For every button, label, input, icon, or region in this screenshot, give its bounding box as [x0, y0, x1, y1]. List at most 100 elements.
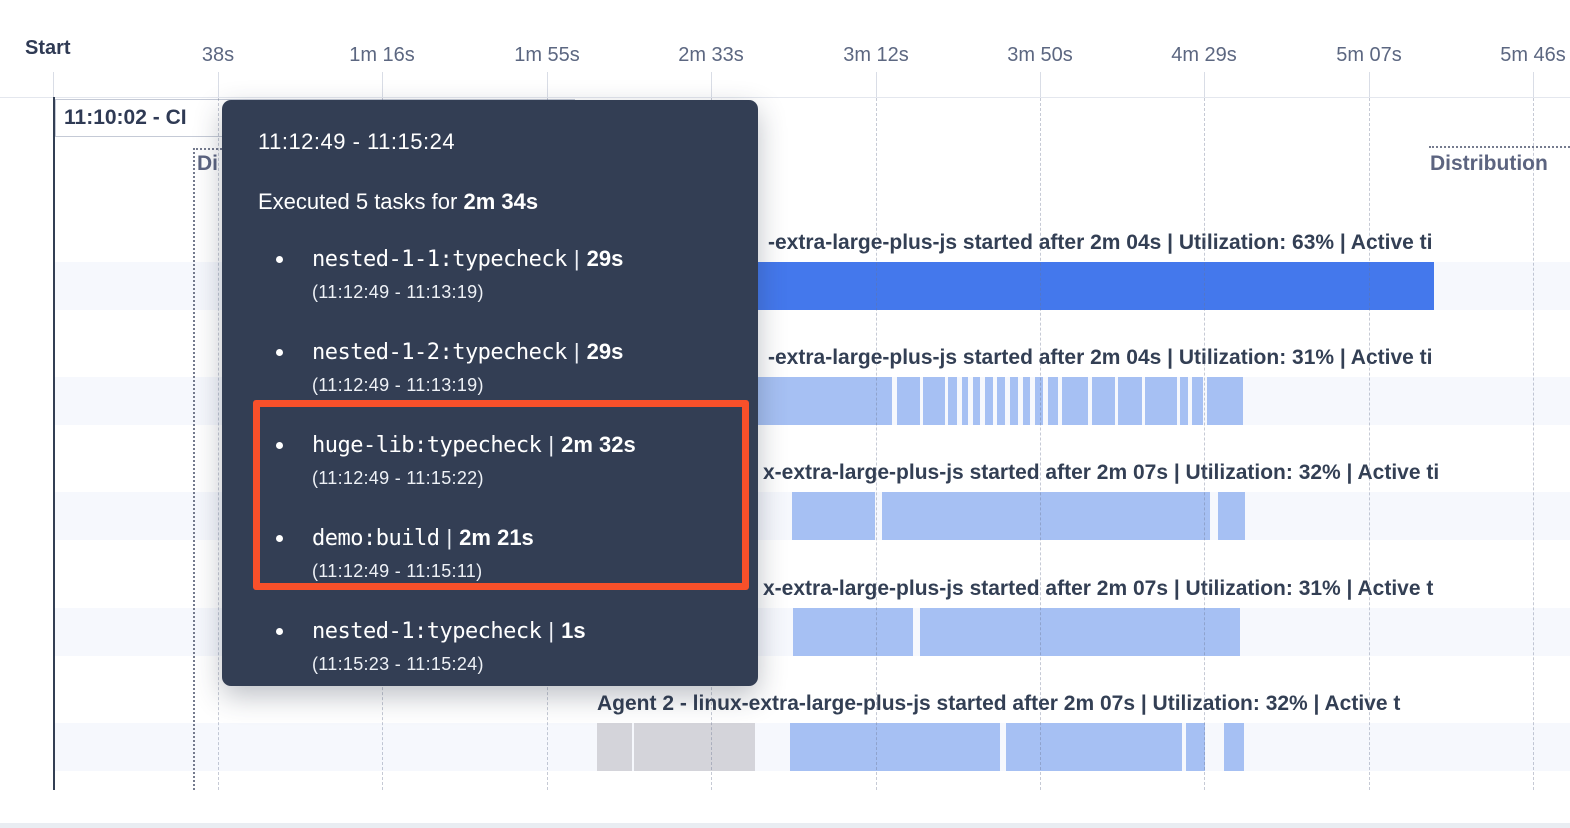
axis-tick [53, 72, 54, 97]
axis-tick-label: 2m 33s [678, 44, 744, 66]
tooltip-summary-duration: 2m 34s [463, 189, 539, 214]
task-name-line: demo:build | 2m 21s [312, 523, 734, 554]
task-name: nested-1-1:typecheck [312, 247, 567, 272]
axis-tick [382, 72, 383, 97]
gridline [218, 98, 219, 790]
axis-tick-label: 5m 46s [1500, 44, 1566, 66]
axis-tick-label: 5m 07s [1336, 44, 1402, 66]
task-bar-segment[interactable] [1224, 723, 1244, 771]
gridline [1369, 98, 1370, 790]
task-bar-segment[interactable] [962, 377, 968, 425]
tooltip-task-item: nested-1-2:typecheck | 29s (11:12:49 - 11:1… [258, 337, 734, 396]
axis-tick [711, 72, 712, 97]
task-bar-segment[interactable] [1048, 377, 1058, 425]
separator: | [573, 339, 580, 364]
task-bar-segment[interactable] [997, 377, 1005, 425]
task-time-range: (11:12:49 - 11:13:19) [312, 282, 484, 302]
build-start-line [53, 97, 55, 790]
task-bar-segment[interactable] [897, 377, 920, 425]
task-bar-segment[interactable] [1118, 377, 1142, 425]
agent-row-label: -extra-large-plus-js started after 2m 04… [768, 346, 1433, 369]
task-name: nested-1:typecheck [312, 619, 542, 644]
tooltip-task-item: demo:build | 2m 21s (11:12:49 - 11:15:11) [258, 523, 734, 582]
distribution-region-left-edge [193, 148, 195, 790]
distribution-region-top-edge-right [1429, 146, 1570, 148]
task-name-line: nested-1-1:typecheck | 29s [312, 244, 734, 275]
task-bar-segment[interactable] [792, 492, 875, 540]
task-bar-segment-queued[interactable] [634, 723, 755, 771]
task-time-range: (11:12:49 - 11:15:22) [312, 468, 484, 488]
task-duration: 29s [586, 339, 624, 364]
bullet-icon [276, 256, 283, 263]
separator: | [573, 246, 580, 271]
axis-tick-label: 3m 12s [843, 44, 909, 66]
separator: | [446, 525, 453, 550]
axis-tick-label: 4m 29s [1171, 44, 1237, 66]
axis-tick [1204, 72, 1205, 97]
task-name: demo:build [312, 526, 440, 551]
task-bar-segment-queued[interactable] [597, 723, 632, 771]
tooltip-task-item: nested-1-1:typecheck | 29s (11:12:49 - 11:1… [258, 244, 734, 303]
task-duration: 2m 32s [561, 432, 636, 457]
tooltip-task-list: nested-1-1:typecheck | 29s (11:12:49 - 11:1… [258, 244, 734, 675]
distribution-label-right: Distribution [1430, 152, 1548, 175]
task-bar-segment[interactable] [985, 377, 993, 425]
task-duration: 29s [586, 246, 624, 271]
task-name-line: huge-lib:typecheck | 2m 32s [312, 430, 734, 461]
tooltip-task-item: nested-1:typecheck | 1s (11:15:23 - 11:15:2… [258, 616, 734, 675]
task-bar-segment[interactable] [1145, 377, 1177, 425]
task-bar-segment[interactable] [973, 377, 980, 425]
task-tooltip: 11:12:49 - 11:15:24 Executed 5 tasks for… [222, 100, 758, 686]
axis-tick [1369, 72, 1370, 97]
task-time-range: (11:15:23 - 11:15:24) [312, 654, 484, 674]
task-bar-segment[interactable] [793, 608, 913, 656]
task-bar-segment[interactable] [1186, 723, 1205, 771]
axis-tick-label: 3m 50s [1007, 44, 1073, 66]
task-bar-segment[interactable] [1006, 723, 1182, 771]
task-bar-segment[interactable] [920, 608, 1240, 656]
agent-row-label: x-extra-large-plus-js started after 2m 0… [763, 461, 1440, 484]
task-bar-segment[interactable] [1023, 377, 1030, 425]
separator: | [548, 432, 555, 457]
bullet-icon [276, 628, 283, 635]
bullet-icon [276, 442, 283, 449]
task-bar-segment[interactable] [1010, 377, 1018, 425]
axis-tick [547, 72, 548, 97]
task-name-line: nested-1:typecheck | 1s [312, 616, 734, 647]
task-bar-segment[interactable] [1207, 377, 1243, 425]
tooltip-summary-text: Executed 5 tasks for [258, 189, 458, 214]
task-bar-segment[interactable] [1218, 492, 1245, 540]
task-name-line: nested-1-2:typecheck | 29s [312, 337, 734, 368]
task-duration: 1s [561, 618, 586, 643]
gridline [1533, 98, 1534, 790]
task-bar-segment[interactable] [923, 377, 945, 425]
task-bar-segment[interactable] [1062, 377, 1088, 425]
agent-row-label: x-extra-large-plus-js started after 2m 0… [763, 577, 1434, 600]
task-time-range: (11:12:49 - 11:15:11) [312, 561, 483, 581]
task-bar-segment[interactable] [948, 377, 957, 425]
task-bar-segment[interactable] [1035, 377, 1043, 425]
task-bar-segment[interactable] [1092, 377, 1115, 425]
task-bar-segment[interactable] [1192, 377, 1203, 425]
task-name: huge-lib:typecheck [312, 433, 542, 458]
task-time-range: (11:12:49 - 11:13:19) [312, 375, 484, 395]
task-duration: 2m 21s [459, 525, 534, 550]
tooltip-task-item: huge-lib:typecheck | 2m 32s (11:12:49 - 11:… [258, 430, 734, 489]
agent-row-label: Agent 2 - linux-extra-large-plus-js star… [597, 692, 1401, 715]
task-bar-segment[interactable] [1180, 377, 1188, 425]
axis-tick [1040, 72, 1041, 97]
axis-start-label: Start [25, 37, 71, 59]
axis-tick-label: 38s [201, 44, 235, 66]
axis-tick [218, 72, 219, 97]
tooltip-summary: Executed 5 tasks for 2m 34s [258, 188, 734, 216]
task-bar-segment[interactable] [882, 492, 1210, 540]
gridline [876, 98, 877, 790]
axis-tick-label: 1m 55s [514, 44, 580, 66]
axis-tick [1533, 72, 1534, 97]
bullet-icon [276, 535, 283, 542]
separator: | [548, 618, 555, 643]
tooltip-time-range: 11:12:49 - 11:15:24 [258, 129, 456, 154]
task-bar-segment[interactable] [790, 723, 1000, 771]
bottom-divider [0, 823, 1570, 828]
